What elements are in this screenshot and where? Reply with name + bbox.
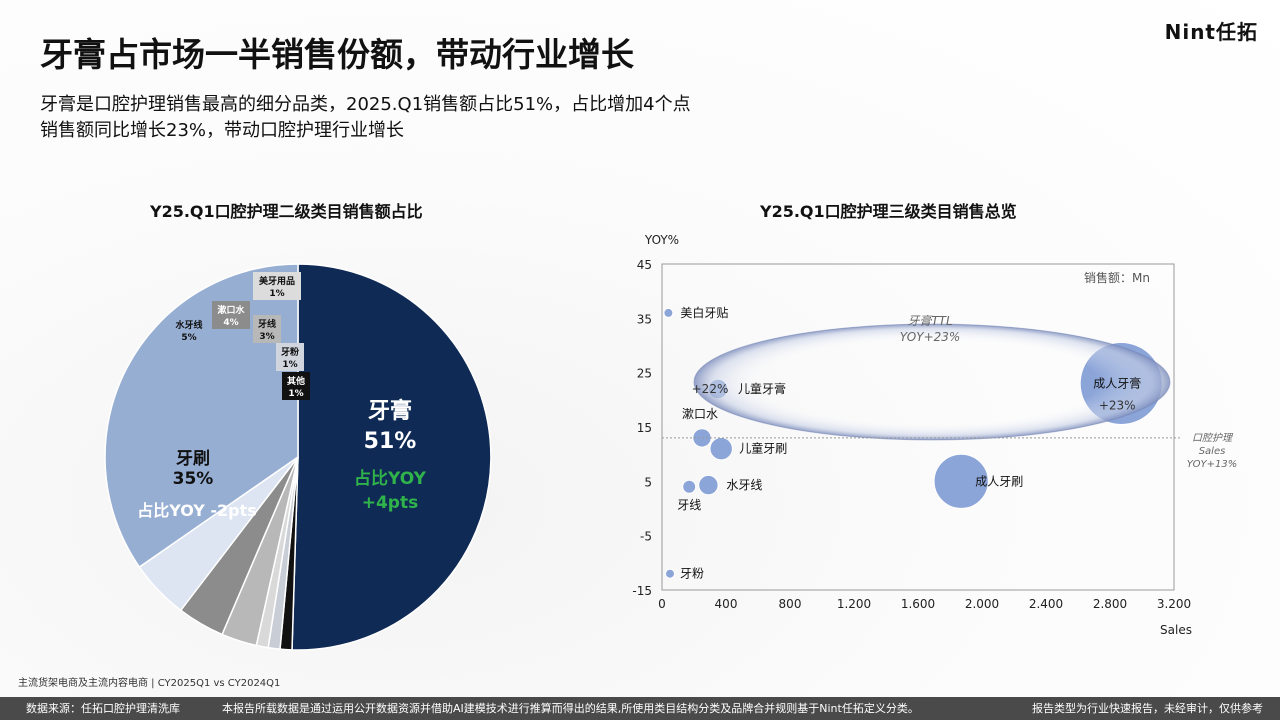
brand-logo: Nint任拓 bbox=[1164, 20, 1258, 44]
pie-label-toothbrush-name: 牙刷 bbox=[176, 449, 210, 469]
footer-report-type: 报告类型为行业快速报告，未经审计，仅供参考 bbox=[1032, 702, 1263, 715]
bubble-8 bbox=[665, 568, 675, 579]
x-tick-label-2: 800 bbox=[779, 597, 802, 611]
y-tick-label-6: 45 bbox=[637, 258, 652, 272]
x-tick-label-1: 400 bbox=[715, 597, 738, 611]
bubble-label-2: 成人牙膏 bbox=[1093, 376, 1141, 391]
y-tick-label-1: -5 bbox=[640, 530, 652, 544]
bubble-label-4: 儿童牙刷 bbox=[739, 441, 787, 456]
pie-label-value-3: 1% bbox=[269, 289, 284, 299]
bubble-5 bbox=[933, 453, 989, 509]
source-note: 主流货架电商及主流内容电商 | CY2025Q1 vs CY2024Q1 bbox=[18, 678, 281, 689]
page-title: 牙膏占市场一半销售份额，带动行业增长 bbox=[40, 35, 634, 74]
pie-label-value-6: 5% bbox=[181, 333, 196, 343]
pie-label-toothpaste-yoy: 占比YOY bbox=[354, 468, 427, 489]
bubble-plot-frame bbox=[661, 263, 1175, 591]
reference-label-0: 口腔护理 bbox=[1192, 432, 1234, 444]
bubble-label-8: 牙粉 bbox=[680, 567, 704, 581]
x-tick-label-4: 1.600 bbox=[901, 597, 935, 611]
bubble-note-2: +23% bbox=[1099, 399, 1136, 413]
pie-label-value-2: 1% bbox=[282, 360, 297, 370]
pie-label-name-1: 其他 bbox=[287, 375, 305, 387]
pie-label-box-5 bbox=[212, 301, 250, 329]
x-tick-label-8: 3.200 bbox=[1157, 597, 1191, 611]
pie-label-name-5: 漱口水 bbox=[217, 304, 245, 316]
pie-label-box-1 bbox=[282, 372, 310, 400]
y-tick-label-4: 25 bbox=[637, 367, 652, 381]
reference-label-2: YOY+13% bbox=[1187, 459, 1238, 470]
footer-source: 数据来源：任拓口腔护理清洗库 bbox=[26, 702, 180, 715]
pie-label-box-3 bbox=[253, 272, 301, 300]
pie-slice-0 bbox=[291, 263, 492, 651]
x-tick-label-7: 2.800 bbox=[1093, 597, 1127, 611]
bubble-label-6: 牙线 bbox=[677, 498, 701, 512]
bubble-label-1: 儿童牙膏 bbox=[738, 381, 786, 396]
pie-label-box-2 bbox=[276, 343, 304, 371]
pie-label-name-6: 水牙线 bbox=[175, 319, 202, 331]
bubble-label-3: 漱口水 bbox=[682, 407, 718, 421]
pie-label-value-5: 4% bbox=[223, 318, 238, 328]
x-tick-label-5: 2.000 bbox=[965, 597, 999, 611]
pie-label-value-4: 3% bbox=[259, 332, 274, 342]
y-axis-label: YOY% bbox=[644, 233, 679, 247]
footer-bar: 数据来源：任拓口腔护理清洗库 本报告所载数据是通过运用公开数据资源并借助AI建模… bbox=[0, 697, 1280, 720]
highlight-label-2: YOY+23% bbox=[900, 330, 961, 344]
y-tick-label-3: 15 bbox=[637, 421, 652, 435]
bubble-label-7: 水牙线 bbox=[726, 478, 762, 492]
pie-label-value-1: 1% bbox=[288, 389, 303, 399]
bubble-size-note: 销售额：Mn bbox=[1084, 270, 1150, 285]
bubble-6 bbox=[682, 479, 697, 494]
footer-disclaimer: 本报告所载数据是通过运用公开数据资源并借助AI建模技术进行推算而得出的结果,所使… bbox=[222, 702, 919, 715]
pie-slice-7 bbox=[104, 263, 299, 569]
y-tick-label-5: 35 bbox=[637, 312, 652, 326]
pie-label-box-4 bbox=[253, 315, 281, 343]
y-tick-label-2: 5 bbox=[644, 475, 652, 489]
subtitle-line-2: 销售额同比增长23%，带动口腔护理行业增长 bbox=[40, 120, 405, 141]
pie-label-toothpaste-value: 51% bbox=[364, 429, 417, 454]
x-tick-label-6: 2.400 bbox=[1029, 597, 1063, 611]
bubble-chart-title: Y25.Q1口腔护理三级类目销售总览 bbox=[760, 202, 1017, 221]
toothpaste-highlight-ellipse bbox=[693, 323, 1171, 441]
bubble-label-5: 成人牙刷 bbox=[975, 474, 1023, 488]
reference-label-1: Sales bbox=[1199, 446, 1226, 457]
bubble-0 bbox=[663, 307, 674, 318]
bubble-4 bbox=[709, 437, 733, 461]
highlight-label-1: 牙膏TTL bbox=[907, 314, 952, 328]
bubble-label-0: 美白牙贴 bbox=[680, 305, 728, 320]
pie-label-name-3: 美牙用品 bbox=[259, 275, 295, 287]
pie-label-toothbrush-value: 35% bbox=[173, 469, 214, 489]
y-tick-label-0: -15 bbox=[632, 584, 652, 598]
pie-label-name-4: 牙线 bbox=[258, 318, 276, 330]
pie-chart bbox=[104, 263, 492, 651]
bubble-note-1: +22% bbox=[692, 382, 729, 396]
x-tick-label-0: 0 bbox=[658, 597, 666, 611]
pie-label-name-2: 牙粉 bbox=[281, 346, 299, 358]
bubble-7 bbox=[698, 474, 719, 496]
subtitle-line-1: 牙膏是口腔护理销售最高的细分品类，2025.Q1销售额占比51%，占比增加4个点 bbox=[40, 94, 691, 115]
x-tick-label-3: 1.200 bbox=[837, 597, 871, 611]
pie-label-toothbrush-yoy: 占比YOY -2pts bbox=[137, 501, 257, 520]
pie-chart-title: Y25.Q1口腔护理二级类目销售额占比 bbox=[150, 202, 423, 221]
x-axis-label: Sales bbox=[1160, 623, 1192, 637]
pie-label-toothpaste-yoy-value: +4pts bbox=[362, 493, 419, 513]
pie-label-toothpaste-name: 牙膏 bbox=[368, 398, 412, 424]
